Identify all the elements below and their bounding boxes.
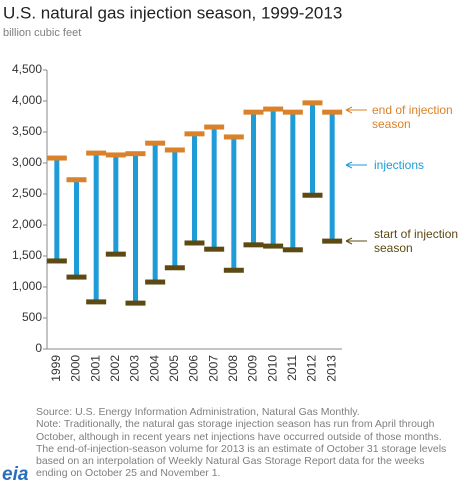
start-cap xyxy=(164,265,185,271)
range-bar xyxy=(172,149,178,268)
range-bar xyxy=(54,158,60,261)
legend-entry: start of injection season xyxy=(374,227,459,255)
end-cap xyxy=(204,124,225,130)
notes: Source: U.S. Energy Information Administ… xyxy=(36,406,466,480)
legend-entry: end of injection season xyxy=(372,103,453,131)
x-tick-label: 2007 xyxy=(206,355,220,382)
end-cap xyxy=(322,109,343,115)
range-bar xyxy=(192,133,197,243)
arrow xyxy=(345,161,367,169)
note-line: Note: Traditionally, the natural gas sto… xyxy=(36,418,435,431)
start-cap xyxy=(302,192,323,198)
x-tick-label: 1999 xyxy=(49,355,63,382)
range-bar xyxy=(133,153,138,304)
x-tick-label: 2005 xyxy=(167,355,181,382)
x-tick-label: 2003 xyxy=(128,355,142,382)
start-cap xyxy=(66,274,87,280)
y-tick-label: 500 xyxy=(22,310,42,324)
range-bar xyxy=(113,154,119,255)
range-bar xyxy=(93,153,99,302)
x-tick-label: 2008 xyxy=(226,355,240,382)
arrow xyxy=(345,106,367,114)
range-bar xyxy=(290,112,296,250)
x-tick-label: 2013 xyxy=(324,355,338,382)
y-tick-label: 4,500 xyxy=(12,62,42,76)
end-cap xyxy=(282,109,303,115)
end-cap xyxy=(145,140,166,146)
end-cap xyxy=(86,150,107,156)
end-cap xyxy=(243,109,264,115)
range-bar xyxy=(329,112,335,242)
end-cap xyxy=(184,131,205,137)
start-cap xyxy=(145,279,166,285)
start-cap xyxy=(282,247,303,253)
end-cap xyxy=(105,152,126,158)
start-cap xyxy=(243,242,264,248)
end-cap xyxy=(302,100,323,106)
range-bar xyxy=(152,143,158,283)
x-tick-label: 2000 xyxy=(69,355,83,382)
logo: eia xyxy=(2,464,29,485)
start-cap xyxy=(125,300,146,306)
x-tick-label: 2004 xyxy=(147,355,161,382)
chart-subtitle: billion cubic feet xyxy=(3,27,81,39)
chart: U.S. natural gas injection season, 1999-… xyxy=(3,3,367,382)
end-cap xyxy=(125,151,146,157)
start-cap xyxy=(46,258,67,264)
arrow xyxy=(345,237,367,245)
start-cap xyxy=(184,240,205,246)
y-tick-label: 1,000 xyxy=(12,279,42,293)
range-bar xyxy=(74,179,79,278)
note-line: ending on October 25 and November 1. xyxy=(36,467,221,480)
end-cap xyxy=(164,147,185,153)
y-tick-label: 3,000 xyxy=(12,155,42,169)
y-tick-label: 3,500 xyxy=(12,124,42,138)
x-tick-label: 2011 xyxy=(285,355,299,381)
x-tick-label: 2001 xyxy=(88,355,102,382)
x-tick-label: 2012 xyxy=(305,355,319,382)
range-bar xyxy=(251,112,256,245)
legend-entry: injections xyxy=(374,158,425,172)
y-tick-label: 2,500 xyxy=(12,186,42,200)
note-line: based on an interpolation of Weekly Natu… xyxy=(36,455,425,468)
start-cap xyxy=(204,246,225,252)
x-tick-label: 2002 xyxy=(108,355,122,382)
start-cap xyxy=(322,238,343,244)
start-cap xyxy=(263,243,284,249)
y-tick-label: 2,000 xyxy=(12,217,42,231)
range-bar xyxy=(270,109,276,247)
y-tick-label: 1,500 xyxy=(12,248,42,262)
y-tick-label: 0 xyxy=(35,341,42,355)
note-line: The end-of-injection-season volume for 2… xyxy=(36,442,447,455)
note-line: October, although in recent years net in… xyxy=(36,430,442,443)
start-cap xyxy=(223,267,244,273)
x-tick-label: 2010 xyxy=(265,355,279,382)
end-cap xyxy=(46,155,67,161)
y-tick-label: 4,000 xyxy=(12,93,42,107)
end-cap xyxy=(263,106,284,112)
x-tick-label: 2009 xyxy=(246,355,260,382)
end-cap xyxy=(223,134,244,140)
end-cap xyxy=(66,177,87,183)
range-bar xyxy=(310,102,315,196)
start-cap xyxy=(86,299,107,305)
chart-title: U.S. natural gas injection season, 1999-… xyxy=(3,3,342,22)
range-bar xyxy=(211,127,217,250)
range-bar xyxy=(231,136,237,271)
source: Source: U.S. Energy Information Administ… xyxy=(36,406,360,418)
x-tick-label: 2006 xyxy=(187,355,201,382)
start-cap xyxy=(105,251,126,257)
